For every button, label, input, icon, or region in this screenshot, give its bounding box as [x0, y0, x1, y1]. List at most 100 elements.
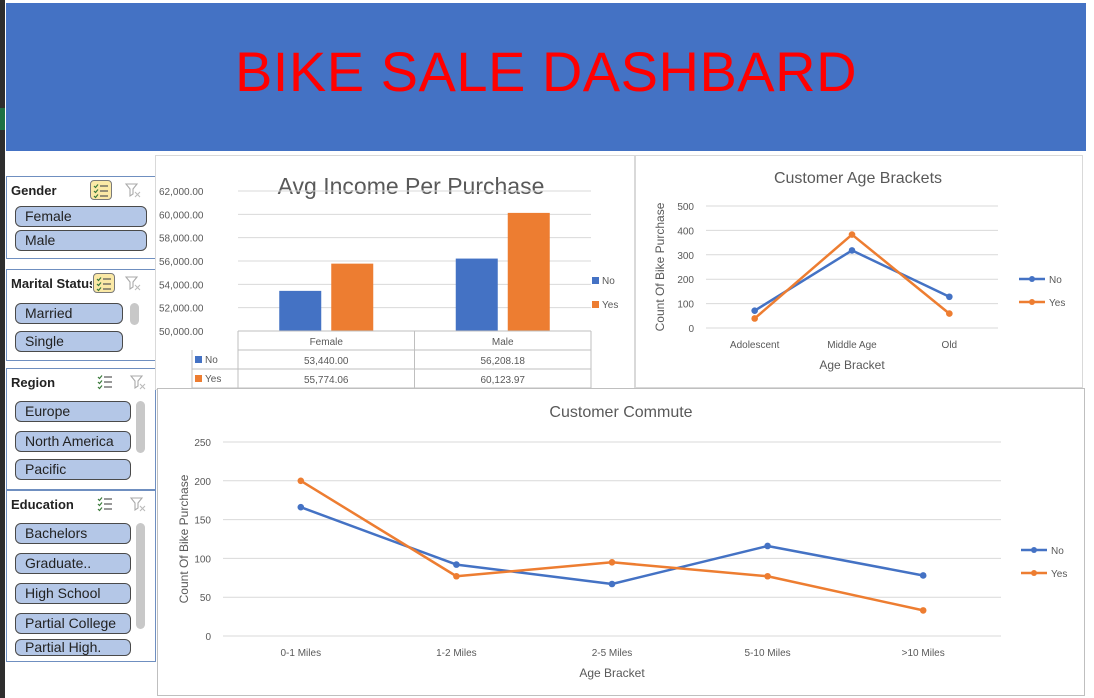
- slicer-header: Education: [9, 493, 153, 515]
- y-tick-label: 56,000.00: [159, 257, 204, 268]
- age-brackets-chart: Customer Age Brackets 0 100 200 300 400 500 Ado…: [653, 170, 1065, 372]
- slicer-header: Region: [9, 371, 153, 393]
- y-tick-label: 58,000.00: [159, 234, 204, 245]
- y-tick-label: 300: [677, 251, 694, 262]
- y-tick-label: 150: [194, 516, 211, 527]
- region-slicer[interactable]: Region Europe North America Pacific: [6, 368, 156, 490]
- age-brackets-chart-panel[interactable]: Customer Age Brackets 0 100 200 300 400 500 Ado…: [635, 155, 1083, 388]
- data-point-no: [764, 542, 771, 550]
- clear-filter-icon[interactable]: [124, 275, 142, 291]
- legend-label: Yes: [602, 300, 618, 311]
- y-tick-label: 50: [200, 593, 212, 604]
- slicer-item-high-school[interactable]: High School: [15, 583, 131, 604]
- data-point-no: [919, 572, 927, 579]
- slicer-title: Marital Status: [11, 276, 92, 291]
- data-point-yes: [848, 231, 856, 238]
- chart-title: Avg Income Per Purchase: [278, 173, 545, 199]
- slicer-title: Gender: [11, 183, 57, 198]
- chart-title: Customer Commute: [549, 404, 692, 421]
- legend-marker: [592, 301, 599, 308]
- dashboard-title: BIKE SALE DASHBARD: [234, 40, 858, 103]
- gender-slicer[interactable]: Gender Female Male: [6, 176, 156, 259]
- marital-status-slicer[interactable]: Marital Status Married Single: [6, 269, 156, 361]
- slicer-item-male[interactable]: Male: [15, 230, 147, 251]
- data-point-yes: [919, 607, 927, 614]
- slicer-item-bachelors[interactable]: Bachelors: [15, 523, 131, 544]
- y-tick-label: 200: [677, 275, 694, 286]
- slicer-item-married[interactable]: Married: [15, 303, 123, 324]
- avg-income-chart: Avg Income Per Purchase 50,000.00 52,000.0…: [159, 173, 618, 389]
- legend-label: Yes: [1049, 298, 1065, 309]
- slicer-item-single[interactable]: Single: [15, 331, 123, 352]
- table-row-label: Yes: [205, 374, 221, 385]
- legend-marker: [1031, 547, 1037, 553]
- series-line-no: [300, 506, 924, 586]
- data-point-yes: [453, 572, 460, 580]
- slicer-item-pacific[interactable]: Pacific: [15, 459, 131, 480]
- x-axis-label: Age Bracket: [579, 666, 645, 680]
- slicer-item-graduate[interactable]: Graduate..: [15, 553, 131, 574]
- multi-select-icon[interactable]: [95, 494, 117, 514]
- table-value: 56,208.18: [481, 356, 526, 367]
- data-point-no: [848, 247, 856, 254]
- slicer-item-europe[interactable]: Europe: [15, 401, 131, 422]
- x-tick-label: 0-1 Miles: [281, 648, 322, 659]
- legend-label: No: [1051, 546, 1064, 557]
- y-tick-label: 100: [194, 554, 211, 565]
- legend-label: No: [602, 276, 615, 287]
- data-point-no: [946, 293, 953, 301]
- legend-marker: [592, 277, 599, 284]
- clear-filter-icon[interactable]: [124, 182, 142, 198]
- y-tick-label: 500: [677, 202, 694, 213]
- table-value: 60,123.97: [481, 375, 526, 386]
- y-tick-label: 0: [688, 324, 694, 335]
- data-point-yes: [946, 310, 953, 317]
- row-header-strip: [0, 0, 5, 698]
- y-tick-label: 52,000.00: [159, 304, 204, 315]
- data-point-yes: [608, 558, 616, 566]
- table-header: Female: [310, 337, 344, 348]
- data-point-no: [297, 503, 305, 511]
- table-value: 53,440.00: [304, 356, 349, 367]
- active-cell-marker: [0, 108, 5, 130]
- y-tick-label: 60,000.00: [159, 210, 204, 221]
- y-axis-label: Count Of Bike Purchase: [653, 202, 667, 331]
- education-slicer[interactable]: Education Bachelors Graduate.. High Scho…: [6, 490, 156, 662]
- avg-income-chart-panel[interactable]: Avg Income Per Purchase 50,000.00 52,000.0…: [155, 155, 635, 390]
- clear-filter-icon[interactable]: [129, 374, 147, 390]
- slicer-item-north-america[interactable]: North America: [15, 431, 131, 452]
- bar-no-female: [279, 290, 322, 331]
- x-tick-label: 5-10 Miles: [745, 648, 791, 659]
- multi-select-icon[interactable]: [93, 273, 115, 293]
- commute-chart-panel[interactable]: Customer Commute 0 50 100 150 200 250 0-1 Miles…: [157, 388, 1085, 696]
- y-tick-label: 54,000.00: [159, 280, 204, 291]
- slicer-scrollbar[interactable]: [136, 401, 145, 453]
- slicer-scrollbar[interactable]: [130, 303, 139, 325]
- y-tick-label: 62,000.00: [159, 187, 204, 198]
- table-value: 55,774.06: [304, 375, 349, 386]
- x-tick-label: 1-2 Miles: [436, 648, 477, 659]
- table-header: Male: [492, 337, 514, 348]
- slicer-item-female[interactable]: Female: [15, 206, 147, 227]
- multi-select-icon[interactable]: [90, 180, 112, 200]
- x-tick-label: Middle Age: [827, 340, 877, 351]
- x-tick-label: Old: [942, 340, 958, 351]
- multi-select-icon[interactable]: [95, 372, 117, 392]
- title-banner: BIKE SALE DASHBARD: [6, 3, 1086, 151]
- slicer-title: Region: [11, 375, 56, 390]
- y-axis-label: Count Of Bike Purchase: [177, 474, 191, 603]
- clear-filter-icon[interactable]: [129, 496, 147, 512]
- y-tick-label: 0: [205, 632, 211, 643]
- slicer-scrollbar[interactable]: [136, 523, 145, 629]
- legend-marker: [1031, 570, 1037, 576]
- x-tick-label: >10 Miles: [902, 648, 945, 659]
- data-point-yes: [297, 477, 305, 485]
- slicer-item-partial-college[interactable]: Partial College: [15, 613, 131, 634]
- chart-title: Customer Age Brackets: [774, 170, 942, 187]
- slicer-header: Gender: [9, 179, 153, 201]
- slicer-item-partial-high[interactable]: Partial High.: [15, 639, 131, 656]
- commute-chart: Customer Commute 0 50 100 150 200 250 0-1 Miles…: [177, 404, 1067, 680]
- y-tick-label: 100: [677, 300, 694, 311]
- table-legend-key: [195, 356, 202, 363]
